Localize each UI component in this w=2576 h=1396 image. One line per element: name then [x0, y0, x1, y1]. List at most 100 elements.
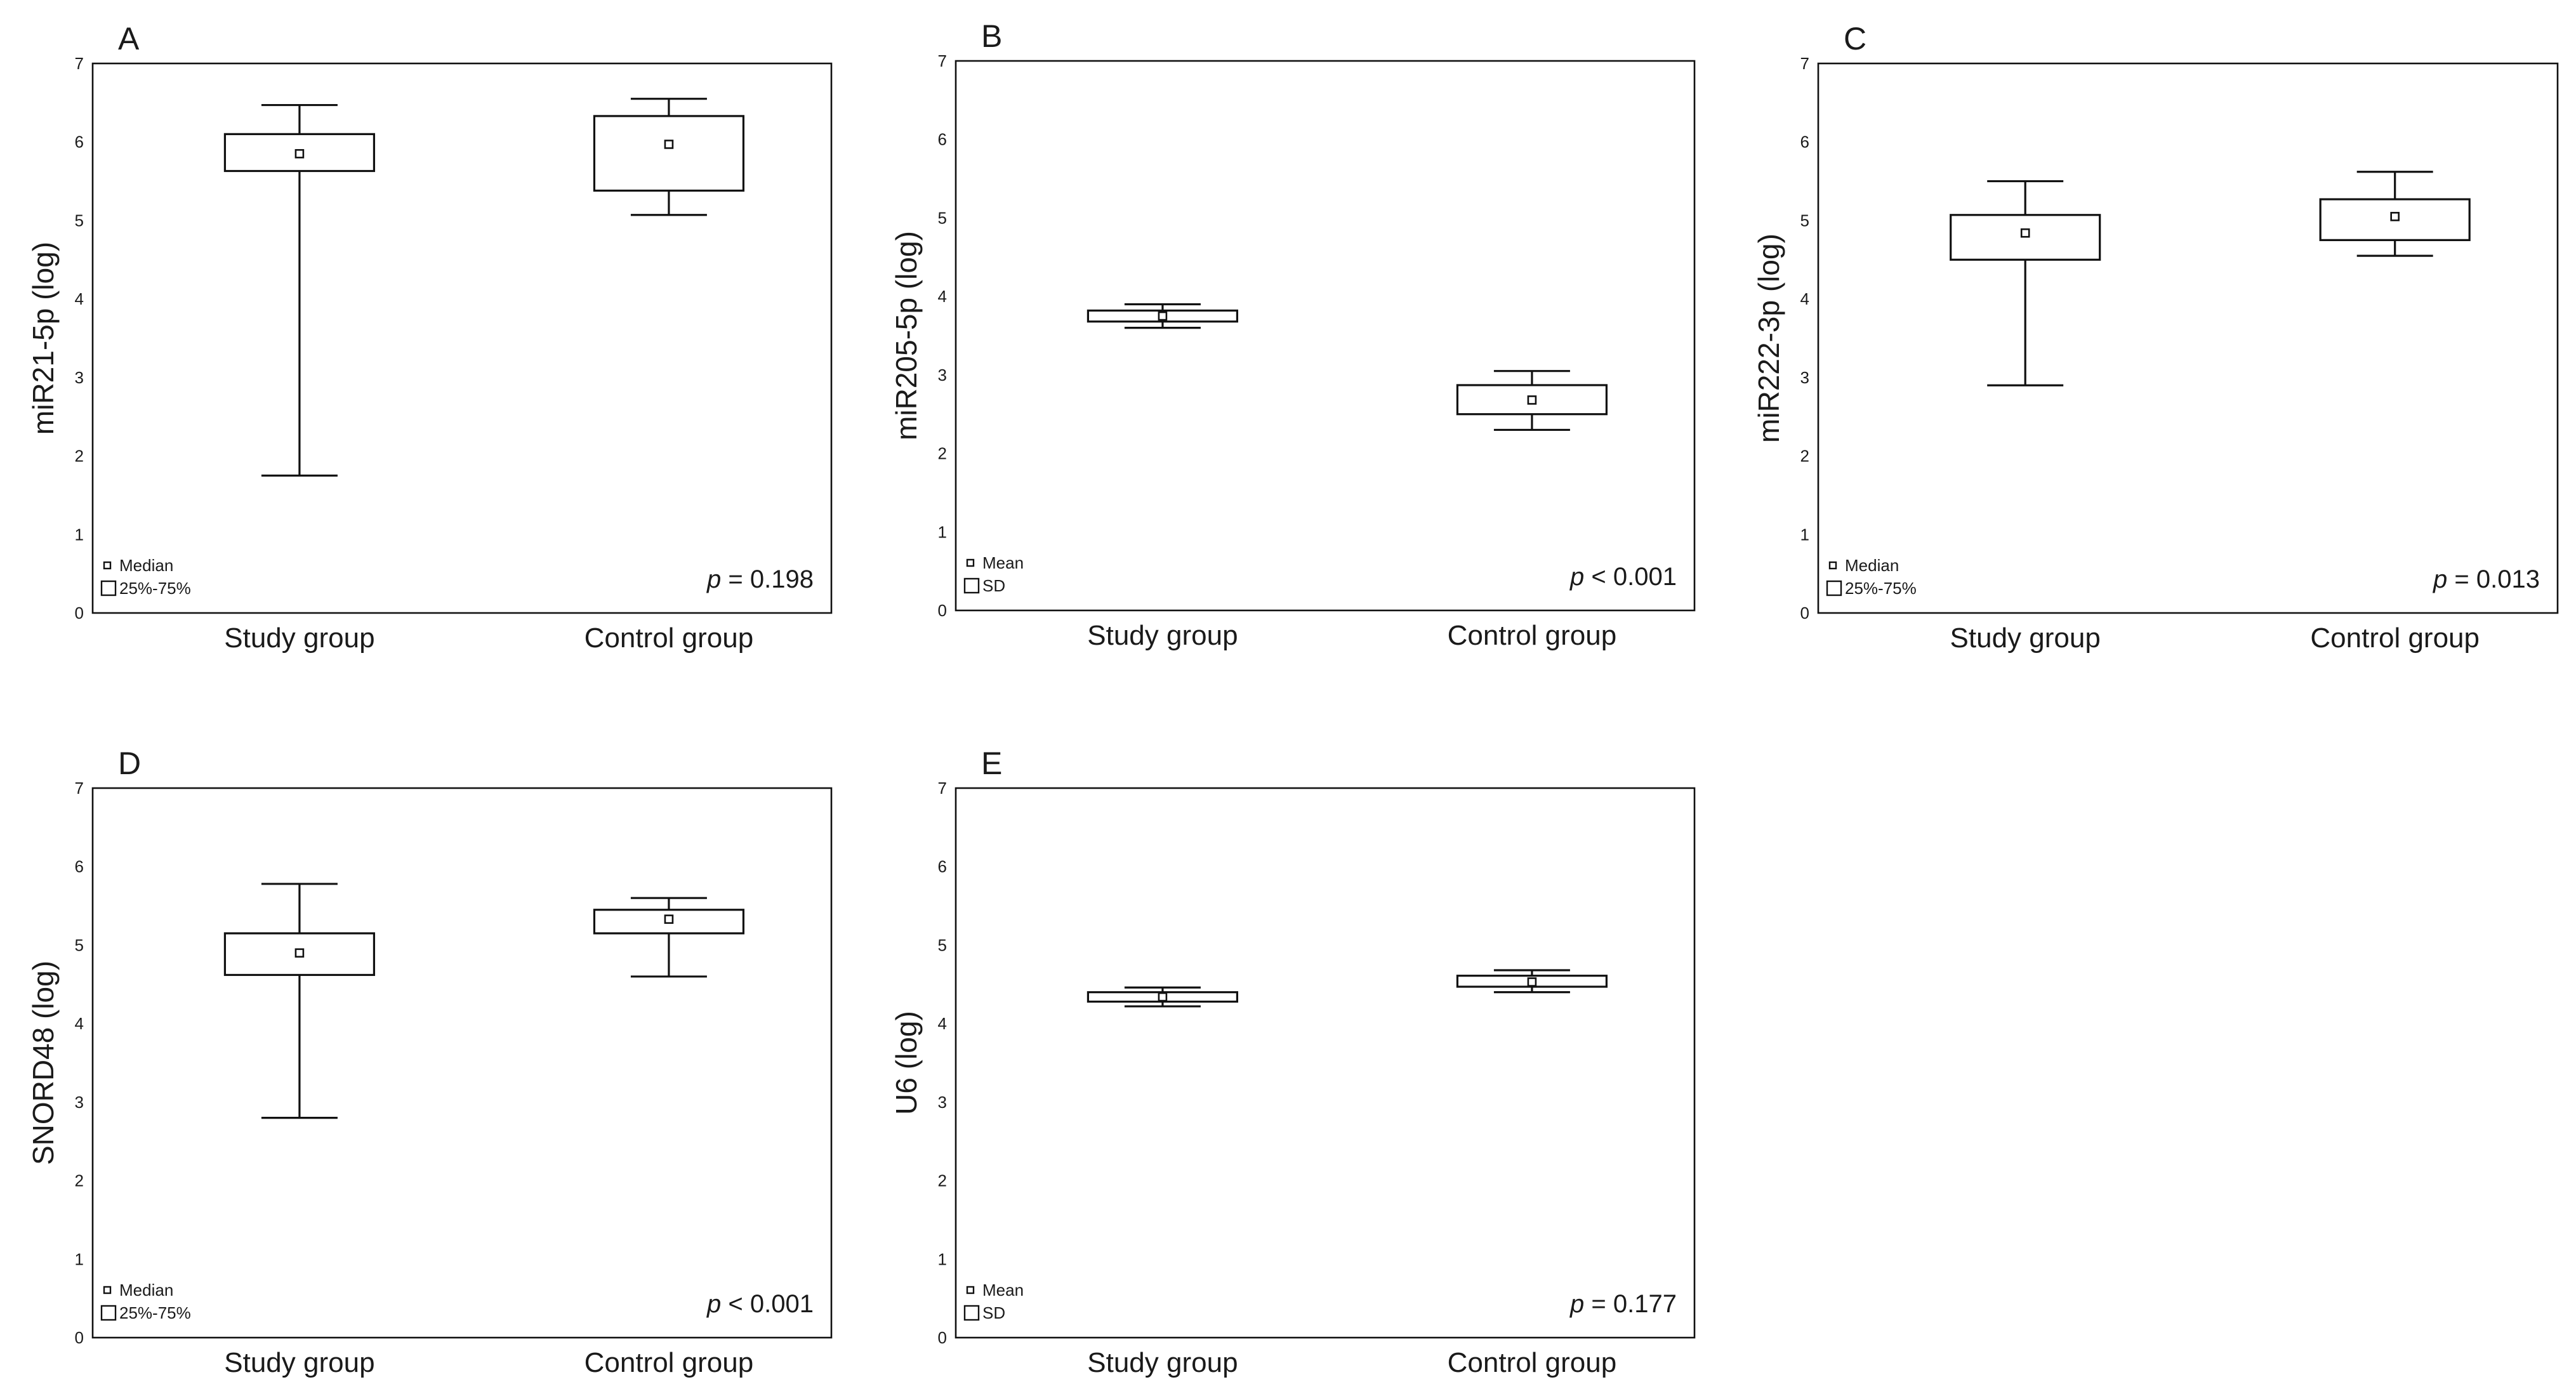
y-tick-label: 1 — [75, 1249, 84, 1268]
box-study-group — [1087, 986, 1239, 1008]
y-axis-label: miR205-5p (log) — [890, 231, 923, 440]
x-category-label: Study group — [1087, 1347, 1238, 1378]
p-value-annotation: p < 0.001 — [706, 1290, 814, 1318]
panel-c: C 0 1 2 3 4 5 6 7 miR222-3p (log) Study group Contr… — [1752, 21, 2559, 654]
panel-d: D 0 1 2 3 4 5 6 7 SNORD48 (log) Study group Control… — [27, 746, 833, 1378]
panel-label: A — [118, 21, 140, 56]
legend-point-label: Median — [119, 556, 173, 575]
box-study-group — [1087, 303, 1239, 329]
legend: Median 25%-75% — [1826, 556, 1917, 598]
box-study-group — [223, 103, 376, 477]
legend-box-symbol — [963, 1305, 980, 1321]
x-category-label: Control group — [585, 1347, 754, 1378]
legend-box-label: 25%-75% — [119, 1303, 191, 1322]
y-tick-label: 0 — [938, 601, 947, 620]
x-category-label: Study group — [224, 622, 374, 654]
p-symbol: p — [2433, 565, 2447, 593]
p-value-text: = 0.198 — [728, 565, 814, 593]
plot-frame — [91, 787, 833, 1339]
box-control-group — [2319, 171, 2471, 257]
x-category-label: Control group — [1448, 620, 1617, 651]
y-tick-label: 1 — [938, 1249, 947, 1268]
legend-point-symbol — [103, 1286, 112, 1294]
center-point-marker — [2390, 211, 2400, 221]
legend-box-symbol — [963, 577, 980, 594]
y-tick-label: 5 — [75, 935, 84, 954]
y-tick-label: 6 — [938, 857, 947, 876]
center-point-marker — [664, 140, 674, 149]
panel-label: B — [981, 18, 1002, 54]
plot-frame — [954, 60, 1696, 612]
y-tick-label: 6 — [75, 857, 84, 876]
y-tick-label: 2 — [938, 444, 947, 463]
y-tick-label: 3 — [75, 1093, 84, 1112]
legend-point-label: Mean — [982, 553, 1024, 572]
y-tick-label: 6 — [1800, 133, 1809, 152]
center-point-marker — [294, 948, 305, 958]
plot-frame — [954, 787, 1696, 1339]
p-symbol: p — [706, 1290, 721, 1318]
legend-point-symbol — [103, 561, 112, 570]
legend-point-label: Mean — [982, 1281, 1024, 1300]
y-axis-label: miR21-5p (log) — [27, 242, 60, 435]
legend-box-label: 25%-75% — [119, 579, 191, 598]
y-axis: 0 1 2 3 4 5 6 7 — [1800, 54, 1809, 622]
y-tick-label: 7 — [75, 54, 84, 73]
legend-point-symbol — [966, 558, 975, 567]
legend-point-label: Median — [1845, 556, 1899, 575]
box-control-group — [593, 897, 745, 978]
y-tick-label: 0 — [938, 1328, 947, 1347]
plot-frame — [1817, 62, 2559, 614]
y-tick-label: 3 — [1800, 368, 1809, 387]
y-axis: 0 1 2 3 4 5 6 7 — [938, 779, 947, 1347]
y-tick-label: 4 — [75, 289, 84, 308]
y-axis-label: SNORD48 (log) — [27, 961, 60, 1165]
center-point-marker — [1158, 311, 1168, 321]
y-tick-label: 5 — [938, 208, 947, 227]
y-axis: 0 1 2 3 4 5 6 7 — [75, 54, 84, 622]
legend-box-label: 25%-75% — [1845, 579, 1917, 598]
y-tick-label: 7 — [938, 51, 947, 70]
y-tick-label: 4 — [938, 287, 947, 306]
x-category-label: Study group — [1087, 620, 1238, 651]
y-tick-label: 5 — [1800, 211, 1809, 230]
panel-b: B 0 1 2 3 4 5 6 7 miR205-5p (log) Study group Contr… — [890, 18, 1696, 651]
y-tick-label: 2 — [75, 1171, 84, 1190]
y-tick-label: 6 — [938, 130, 947, 149]
legend-point-label: Median — [119, 1281, 173, 1300]
p-symbol: p — [1569, 1290, 1584, 1318]
x-category-label: Control group — [2310, 622, 2480, 654]
y-tick-label: 0 — [1800, 603, 1809, 622]
y-tick-label: 7 — [938, 779, 947, 798]
y-axis-label: miR222-3p (log) — [1752, 234, 1785, 443]
box-control-group — [593, 98, 745, 216]
legend-box-symbol — [100, 1305, 117, 1321]
y-axis: 0 1 2 3 4 5 6 7 — [75, 779, 84, 1347]
y-tick-label: 1 — [75, 525, 84, 544]
p-symbol: p — [706, 565, 721, 593]
legend-point-symbol — [966, 1286, 975, 1294]
y-tick-label: 7 — [75, 779, 84, 798]
legend-point-symbol — [1828, 561, 1837, 570]
y-tick-label: 7 — [1800, 54, 1809, 73]
y-tick-label: 3 — [938, 1093, 947, 1112]
y-tick-label: 5 — [938, 935, 947, 954]
legend: Mean SD — [963, 553, 1024, 595]
legend: Median 25%-75% — [100, 556, 191, 598]
center-point-marker — [294, 148, 305, 159]
center-point-marker — [2020, 228, 2030, 238]
plot-frame — [91, 62, 833, 614]
panel-a: A 0 1 2 3 4 5 6 7 miR21-5p (log) Study group Contro… — [27, 21, 833, 654]
center-point-marker — [1527, 977, 1537, 987]
y-tick-label: 3 — [75, 368, 84, 387]
y-axis-label: U6 (log) — [890, 1011, 923, 1115]
legend: Mean SD — [963, 1281, 1024, 1322]
p-value-annotation: p = 0.198 — [706, 565, 814, 593]
y-tick-label: 0 — [75, 1328, 84, 1347]
panel-label: D — [118, 746, 141, 781]
p-value-text: = 0.177 — [1591, 1290, 1677, 1318]
interquartile-box — [593, 115, 745, 192]
x-category-label: Study group — [224, 1347, 374, 1378]
y-tick-label: 2 — [938, 1171, 947, 1190]
